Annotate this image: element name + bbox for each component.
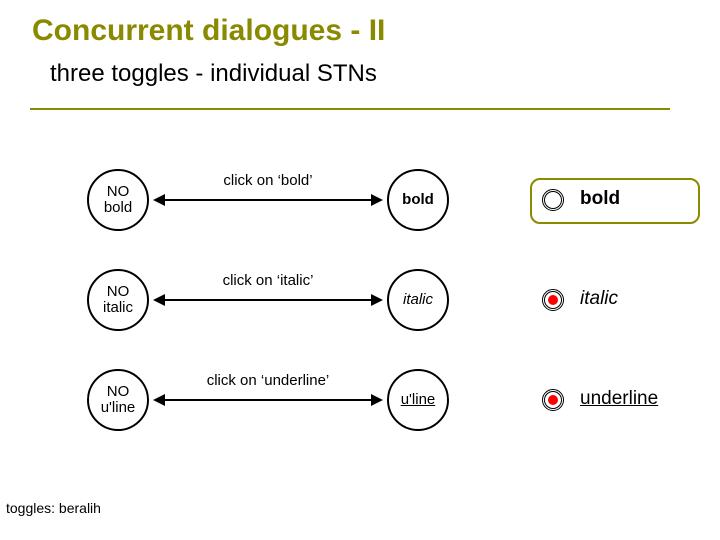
state-left-italic: NOitalic <box>87 269 149 331</box>
arrow-head-right-icon <box>371 394 383 406</box>
state-left-uline: NOu'line <box>87 369 149 431</box>
transition-label-uline: click on ‘underline’ <box>153 372 383 389</box>
toggle-label-italic[interactable]: italic <box>580 288 618 310</box>
slide-title: Concurrent dialogues - II <box>32 14 385 48</box>
arrow-head-right-icon <box>371 194 383 206</box>
transition-label-bold: click on ‘bold’ <box>153 172 383 189</box>
state-right-italic: italic <box>387 269 449 331</box>
state-label: italic <box>403 292 433 309</box>
state-label: bold <box>402 192 434 209</box>
state-right-uline: u'line <box>387 369 449 431</box>
title-rule <box>30 108 670 110</box>
transition-arrow-bold <box>163 199 373 201</box>
transition-arrow-italic <box>163 299 373 301</box>
state-label-line2: bold <box>104 200 132 217</box>
transition-arrow-uline <box>163 399 373 401</box>
state-right-bold: bold <box>387 169 449 231</box>
toggle-label-uline[interactable]: underline <box>580 388 658 410</box>
state-label-line1: NO <box>107 384 130 401</box>
slide-subtitle: three toggles - individual STNs <box>50 60 377 88</box>
state-label-line2: italic <box>103 300 133 317</box>
arrow-head-right-icon <box>371 294 383 306</box>
arrow-head-left-icon <box>153 394 165 406</box>
state-left-bold: NObold <box>87 169 149 231</box>
toggle-label-bold[interactable]: bold <box>580 188 620 210</box>
state-label: u'line <box>401 392 436 409</box>
transition-label-italic: click on ‘italic’ <box>153 272 383 289</box>
arrow-head-left-icon <box>153 294 165 306</box>
radio-uline[interactable] <box>542 389 564 411</box>
state-label-line1: NO <box>107 184 130 201</box>
radio-italic[interactable] <box>542 289 564 311</box>
footer-note: toggles: beralih <box>6 500 101 516</box>
arrow-head-left-icon <box>153 194 165 206</box>
state-label-line1: NO <box>107 284 130 301</box>
radio-bold[interactable] <box>542 189 564 211</box>
state-label-line2: u'line <box>101 400 136 417</box>
